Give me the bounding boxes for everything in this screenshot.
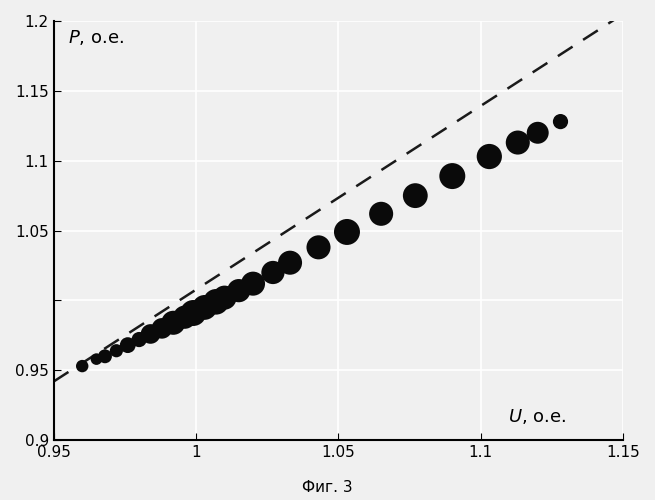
Text: Фиг. 3: Фиг. 3	[302, 480, 353, 495]
Point	[211, 298, 221, 306]
Point	[248, 280, 258, 287]
Point	[91, 355, 102, 363]
Point	[513, 138, 523, 146]
Point	[77, 362, 88, 370]
Point	[533, 129, 543, 137]
Point	[111, 346, 122, 354]
Point	[268, 268, 278, 276]
Text: $\mathit{P}$, о.е.: $\mathit{P}$, о.е.	[68, 28, 124, 47]
Point	[234, 286, 244, 294]
Point	[219, 294, 230, 302]
Point	[145, 330, 156, 338]
Point	[168, 319, 179, 327]
Point	[447, 172, 458, 180]
Point	[157, 324, 167, 332]
Text: $\mathit{U}$, о.е.: $\mathit{U}$, о.е.	[508, 407, 566, 426]
Point	[285, 258, 295, 266]
Point	[100, 352, 110, 360]
Point	[199, 304, 210, 312]
Point	[555, 118, 566, 126]
Point	[313, 244, 324, 252]
Point	[342, 228, 352, 236]
Point	[134, 336, 144, 344]
Point	[179, 313, 190, 321]
Point	[376, 210, 386, 218]
Point	[484, 152, 495, 160]
Point	[188, 309, 198, 317]
Point	[410, 192, 421, 200]
Point	[122, 341, 133, 349]
